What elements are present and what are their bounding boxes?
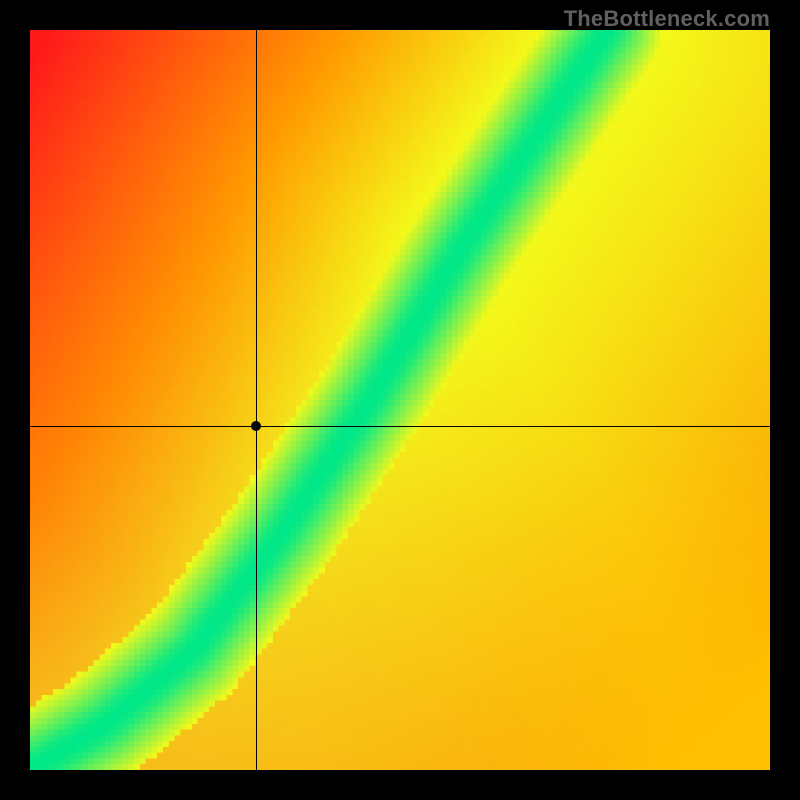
- crosshair-horizontal: [30, 426, 770, 427]
- watermark-text: TheBottleneck.com: [564, 6, 770, 32]
- crosshair-vertical: [256, 30, 257, 770]
- crosshair-marker: [251, 421, 261, 431]
- heatmap-plot: [30, 30, 770, 770]
- heatmap-canvas: [30, 30, 770, 770]
